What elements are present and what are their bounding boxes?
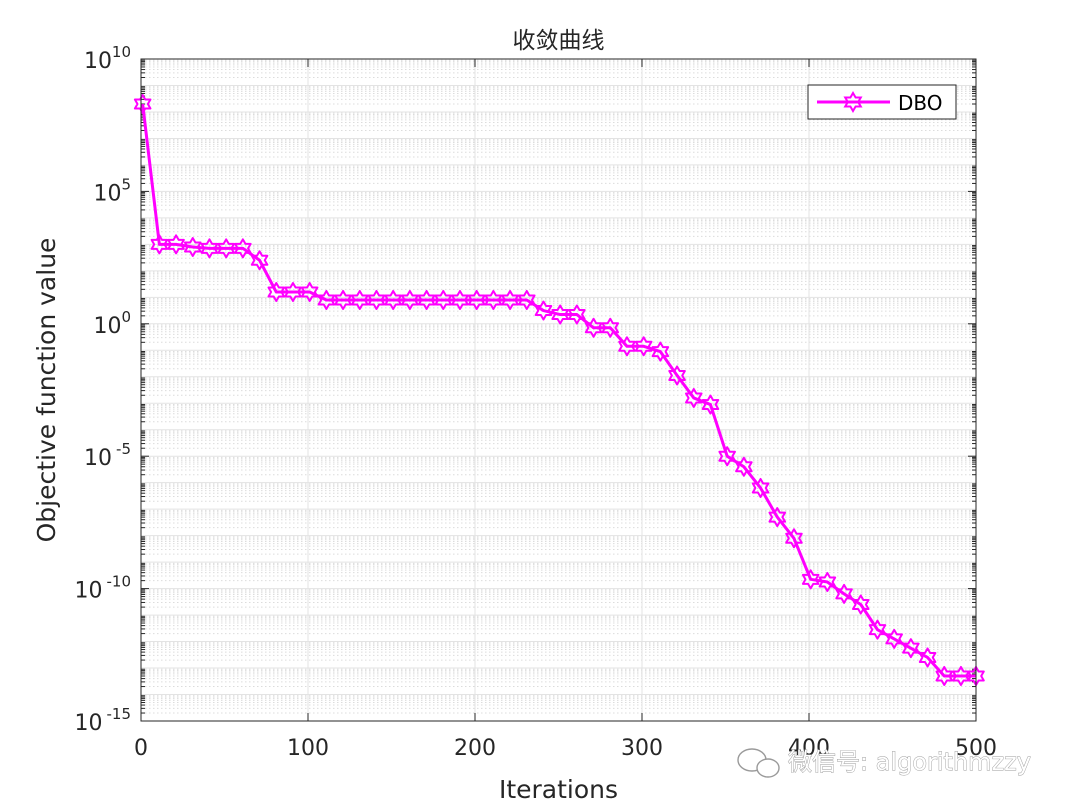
- y-tick-label-exponent: 10: [112, 43, 131, 61]
- data-point: [150, 234, 169, 255]
- data-point: [300, 282, 319, 303]
- data-point: [902, 638, 920, 659]
- data-point: [334, 289, 352, 310]
- data-point: [668, 365, 686, 386]
- data-point: [918, 647, 937, 668]
- data-point: [568, 304, 586, 325]
- chart-title: 收敛曲线: [513, 28, 605, 54]
- y-tick-label-exponent: -10: [107, 573, 132, 591]
- data-point: [133, 94, 152, 115]
- data-point: [601, 317, 620, 338]
- data-point: [367, 289, 386, 310]
- data-point: [684, 387, 703, 408]
- data-point: [267, 282, 286, 303]
- y-tick-label-base: 10: [94, 314, 122, 339]
- data-point: [167, 234, 185, 255]
- data-point: [551, 304, 569, 325]
- y-tick-label-base: 10: [75, 711, 103, 736]
- data-point: [401, 289, 419, 310]
- data-point: [885, 628, 903, 649]
- data-point: [250, 250, 269, 271]
- x-tick-label: 0: [134, 736, 148, 761]
- x-axis-label: Iterations: [499, 775, 618, 804]
- data-point: [718, 446, 736, 467]
- y-tick-label-base: 10: [84, 446, 112, 471]
- data-point: [818, 571, 837, 592]
- data-point: [434, 289, 453, 310]
- x-tick-label: 200: [454, 736, 496, 761]
- data-point: [284, 282, 302, 303]
- data-point: [217, 238, 235, 259]
- data-point: [768, 507, 787, 528]
- x-tick-label: 300: [621, 736, 663, 761]
- data-point: [534, 300, 553, 321]
- data-point: [517, 289, 536, 310]
- data-point: [785, 528, 803, 549]
- data-point: [317, 289, 336, 310]
- legend-marker-hexagram: [843, 91, 863, 113]
- data-point: [651, 341, 670, 362]
- data-point: [384, 289, 402, 310]
- legend-entry-label: DBO: [898, 91, 943, 115]
- data-point: [868, 619, 887, 640]
- x-tick-label: 500: [955, 736, 997, 761]
- data-point: [417, 289, 436, 310]
- data-point: [451, 289, 469, 310]
- legend: DBO: [807, 84, 957, 120]
- data-point: [467, 289, 486, 310]
- plot-area: [141, 59, 976, 721]
- series-layer: [133, 94, 985, 686]
- y-axis-label: Objective function value: [32, 238, 61, 543]
- wechat-icon: [737, 748, 780, 778]
- watermark-text: 微信号: algorithmzzy: [788, 748, 1031, 776]
- data-point: [183, 237, 202, 258]
- data-point: [801, 569, 820, 590]
- y-tick-label-exponent: 5: [121, 175, 131, 193]
- x-tick-label: 100: [287, 736, 329, 761]
- y-tick-label-base: 10: [75, 579, 103, 604]
- y-tick-label-exponent: -5: [116, 440, 131, 458]
- y-tick-label-exponent: 0: [121, 308, 131, 326]
- data-point: [935, 665, 954, 686]
- x-tick-label: 400: [788, 736, 830, 761]
- data-point: [234, 238, 252, 259]
- plot-frame: [140, 58, 977, 722]
- data-point: [484, 289, 503, 310]
- y-tick-label-base: 10: [84, 49, 112, 74]
- data-point: [618, 336, 636, 357]
- data-point: [584, 317, 603, 338]
- data-point: [751, 477, 770, 498]
- data-point: [701, 394, 720, 415]
- data-point: [350, 289, 369, 310]
- data-point: [735, 456, 753, 477]
- watermark: 微信号: algorithmzzy: [737, 748, 1031, 778]
- data-point: [851, 594, 870, 615]
- y-tick-label-base: 10: [94, 181, 122, 206]
- data-point: [634, 336, 653, 357]
- y-tick-label-exponent: -15: [107, 705, 132, 723]
- data-point: [835, 583, 853, 604]
- data-point: [200, 238, 219, 259]
- data-point: [501, 289, 519, 310]
